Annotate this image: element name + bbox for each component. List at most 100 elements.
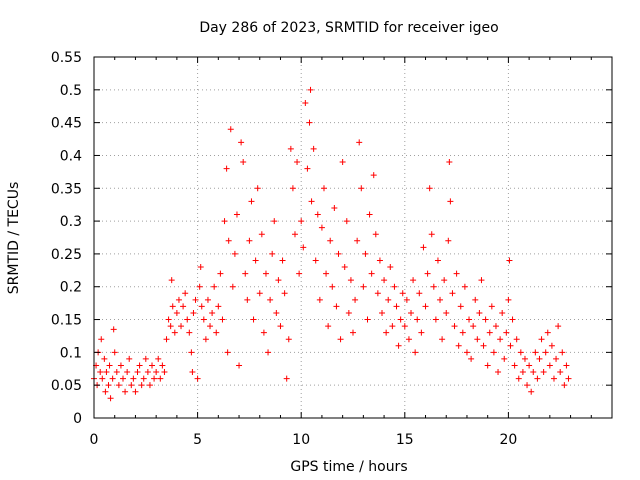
- data-point: [372, 231, 379, 238]
- data-point: [252, 257, 259, 264]
- data-point: [445, 237, 452, 244]
- data-point: [368, 270, 375, 277]
- data-point: [563, 362, 570, 369]
- data-point: [225, 237, 232, 244]
- data-point: [186, 329, 193, 336]
- data-point: [532, 349, 539, 356]
- data-point: [168, 277, 175, 284]
- data-point: [169, 303, 176, 310]
- data-point: [244, 296, 251, 303]
- data-point: [546, 362, 553, 369]
- data-point: [548, 342, 555, 349]
- data-point: [453, 270, 460, 277]
- data-point: [497, 336, 504, 343]
- data-point: [110, 326, 117, 333]
- data-point: [542, 349, 549, 356]
- data-point: [561, 382, 568, 389]
- data-point: [325, 323, 332, 330]
- data-point: [379, 309, 386, 316]
- data-point: [557, 369, 564, 376]
- data-point: [358, 185, 365, 192]
- y-tick-label: 0.35: [51, 181, 82, 197]
- data-point: [269, 250, 276, 257]
- data-point: [345, 309, 352, 316]
- data-point: [124, 369, 131, 376]
- data-point: [559, 349, 566, 356]
- data-points: [91, 86, 572, 402]
- grid-layer: [94, 57, 612, 418]
- data-point: [107, 395, 114, 402]
- data-point: [426, 185, 433, 192]
- data-point: [101, 355, 108, 362]
- data-point: [428, 231, 435, 238]
- y-axis-label: SRMTID / TECUs: [6, 182, 22, 295]
- data-point: [215, 303, 222, 310]
- data-point: [180, 303, 187, 310]
- data-point: [544, 329, 551, 336]
- data-point: [307, 86, 314, 93]
- data-point: [175, 296, 182, 303]
- axis-ticks: [93, 56, 612, 419]
- data-point: [155, 355, 162, 362]
- data-point: [484, 362, 491, 369]
- data-point: [229, 283, 236, 290]
- data-point: [420, 244, 427, 251]
- data-point: [538, 336, 545, 343]
- data-point: [221, 218, 228, 225]
- data-point: [354, 237, 361, 244]
- data-point: [352, 296, 359, 303]
- data-point: [463, 349, 470, 356]
- data-point: [403, 296, 410, 303]
- data-point: [323, 270, 330, 277]
- data-point: [157, 375, 164, 382]
- data-point: [161, 369, 168, 376]
- data-point: [281, 290, 288, 297]
- data-point: [254, 185, 261, 192]
- data-point: [260, 329, 267, 336]
- data-point: [310, 145, 317, 152]
- data-point: [347, 277, 354, 284]
- data-point: [418, 329, 425, 336]
- data-point: [513, 336, 520, 343]
- data-point: [219, 316, 226, 323]
- data-point: [381, 277, 388, 284]
- y-tick-label: 0.15: [51, 313, 82, 329]
- data-point: [98, 336, 105, 343]
- data-point: [356, 139, 363, 146]
- data-point: [451, 323, 458, 330]
- data-point: [385, 296, 392, 303]
- data-point: [422, 303, 429, 310]
- data-point: [474, 336, 481, 343]
- data-point: [277, 323, 284, 330]
- data-point: [495, 369, 502, 376]
- data-point: [231, 250, 238, 257]
- data-point: [126, 355, 133, 362]
- data-point: [242, 270, 249, 277]
- data-point: [120, 375, 127, 382]
- plot-frame: [93, 56, 613, 419]
- data-point: [314, 211, 321, 218]
- data-point: [399, 290, 406, 297]
- data-point: [540, 369, 547, 376]
- data-point: [178, 323, 185, 330]
- data-point: [490, 349, 497, 356]
- data-point: [364, 316, 371, 323]
- data-point: [238, 139, 245, 146]
- data-point: [329, 283, 336, 290]
- data-point: [105, 382, 112, 389]
- data-point: [492, 323, 499, 330]
- x-axis-label: GPS time / hours: [290, 459, 407, 475]
- data-point: [190, 309, 197, 316]
- data-point: [519, 369, 526, 376]
- data-point: [528, 388, 535, 395]
- data-point: [271, 218, 278, 225]
- data-point: [189, 369, 196, 376]
- data-point: [550, 375, 557, 382]
- data-point: [236, 362, 243, 369]
- data-point: [217, 270, 224, 277]
- data-point: [468, 355, 475, 362]
- data-point: [130, 375, 137, 382]
- data-point: [200, 316, 207, 323]
- data-point: [316, 296, 323, 303]
- data-point: [246, 237, 253, 244]
